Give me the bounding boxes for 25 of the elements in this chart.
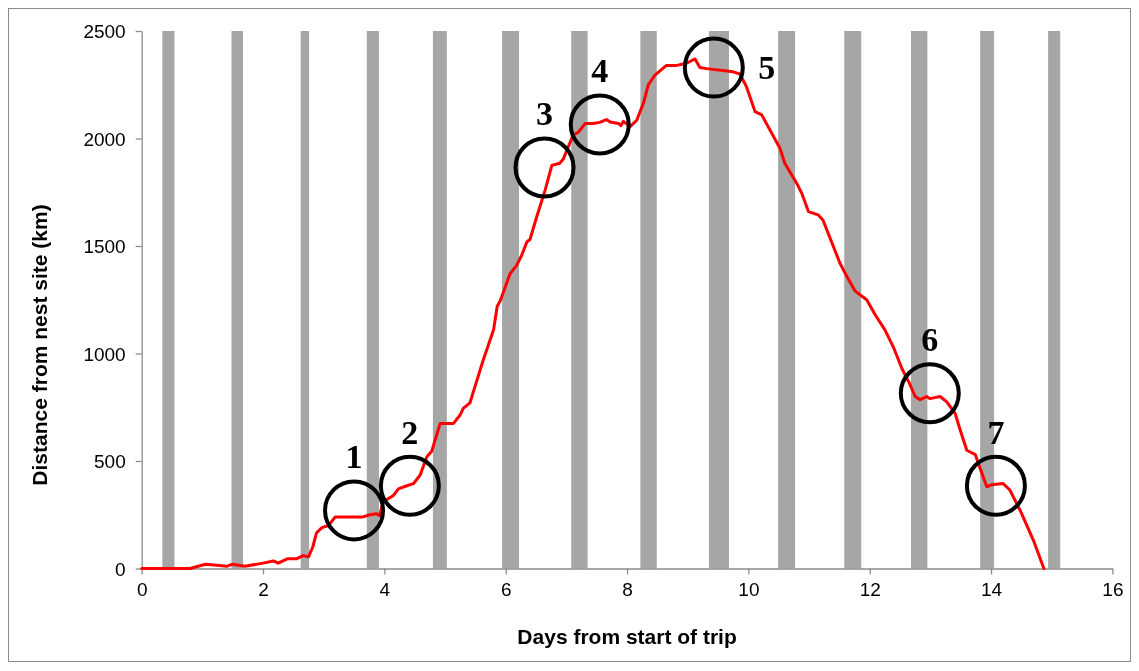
line-series [140,57,1046,570]
annotation: 3 [536,95,554,133]
annotation: 5 [758,49,776,87]
x-tick-label: 8 [622,578,633,600]
x-tick-label: 0 [136,578,148,600]
x-tick-label: 14 [980,578,1003,600]
y-tick-label: 2500 [83,21,126,43]
x-tick-label: 10 [738,578,760,600]
x-tick-label: 16 [1102,578,1124,600]
annotation: 7 [987,413,1005,451]
x-axis-title: Days from start of trip [517,625,737,648]
annotation: 1 [345,438,363,476]
y-tick-label: 500 [94,451,126,473]
annotation: 6 [921,321,939,359]
y-tick-label: 1000 [83,343,126,365]
y-axis-title: Distance from nest site (km) [28,204,51,486]
y-tick-label: 0 [115,558,126,580]
x-tick-label: 4 [379,578,391,600]
x-tick-label: 6 [500,578,512,600]
annotation: 4 [591,52,609,90]
y-tick-label: 1500 [83,236,126,258]
x-tick-label: 12 [859,578,881,600]
y-tick-label: 2000 [83,128,126,150]
x-tick-label: 2 [258,578,269,600]
annotation: 2 [401,413,419,451]
